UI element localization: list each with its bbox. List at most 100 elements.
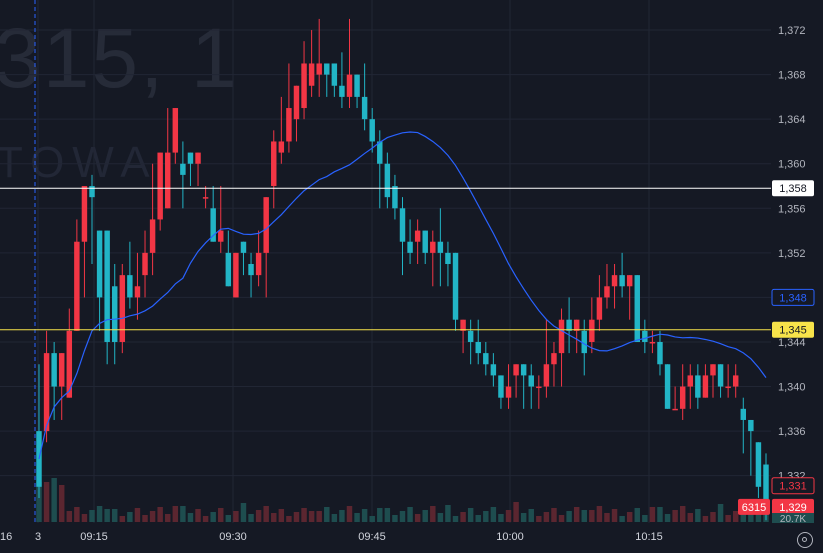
volume-bar	[225, 515, 232, 522]
candle-body	[134, 286, 141, 298]
volume-bar	[346, 506, 353, 522]
candle-body	[271, 141, 277, 187]
volume-bar	[263, 506, 269, 522]
volume-bar	[271, 513, 277, 522]
candle-body	[740, 408, 747, 420]
volume-tag	[738, 498, 770, 515]
candle-body	[430, 241, 436, 253]
candle-body	[687, 375, 693, 387]
candle-body	[498, 375, 504, 398]
candle-body	[384, 163, 391, 198]
y-tick-label: 1,340	[778, 382, 806, 394]
candle-body	[710, 364, 716, 376]
volume-bar	[392, 515, 398, 522]
candle-body	[642, 330, 648, 342]
candle-body	[248, 264, 254, 276]
x-tick-label: 10:15	[635, 531, 663, 543]
volume-bar	[483, 511, 489, 522]
candle-body	[573, 319, 580, 331]
x-tick-label: 3	[35, 531, 41, 543]
volume-bar	[422, 510, 428, 522]
candle-body	[634, 275, 640, 342]
candlesticks	[36, 18, 769, 521]
price-axis: 1,3321,3361,3401,3441,3481,3521,3561,360…	[778, 25, 806, 483]
candle-body	[354, 74, 360, 97]
volume-bar	[528, 509, 534, 522]
candle-body	[513, 364, 519, 376]
volume-bar	[596, 506, 603, 522]
volume-ma-tag	[772, 513, 814, 523]
candle-body	[377, 141, 383, 164]
candle-body	[66, 330, 73, 398]
candle-body	[619, 275, 625, 287]
volume-bar	[430, 506, 436, 522]
volume-bar	[96, 506, 103, 522]
volume-bar	[657, 507, 663, 522]
candle-body	[702, 375, 709, 398]
candle-body	[187, 152, 194, 164]
volume-bar	[331, 514, 338, 522]
candle-body	[51, 353, 57, 387]
left-edge-label: 16	[0, 531, 12, 543]
candle-body	[157, 152, 163, 220]
candle-body	[536, 386, 542, 389]
volume-ma-label: 20.7K	[780, 514, 806, 525]
volume-bar	[308, 511, 315, 522]
volume-bar	[202, 516, 209, 522]
last-price-label: 1,329	[779, 502, 807, 514]
candle-body	[180, 163, 186, 175]
candle-body	[331, 63, 338, 86]
name-watermark: TOWA	[0, 138, 158, 187]
h-line-price-label: 1,345	[779, 325, 807, 337]
candle-body	[112, 286, 118, 342]
candle-body	[149, 219, 156, 253]
volume-bar	[626, 512, 633, 522]
volume-bar	[43, 482, 50, 522]
candle-body	[763, 464, 769, 510]
volume-bar	[589, 510, 595, 522]
candle-body	[589, 319, 595, 342]
volume-bar	[475, 515, 481, 522]
candle-body	[202, 197, 209, 199]
chart-settings-icon[interactable]	[797, 532, 813, 548]
volume-bar	[119, 516, 126, 522]
volume-bar	[566, 511, 572, 522]
candle-body	[679, 386, 686, 409]
candle-body	[520, 364, 527, 376]
y-tick-label: 1,372	[778, 25, 806, 37]
h-line-price-label: 1,358	[779, 183, 807, 195]
volume-bar	[437, 513, 444, 522]
volume-bar	[702, 516, 709, 522]
volume-bar	[687, 513, 693, 522]
volume-bar	[293, 512, 300, 522]
volume-bar	[490, 507, 497, 522]
volume-bar	[520, 513, 527, 522]
volume-bar	[414, 514, 421, 522]
volume-bar	[354, 513, 360, 522]
prev-price-tag	[771, 477, 815, 495]
volume-bar	[581, 510, 587, 522]
volume-bar	[551, 508, 557, 522]
candle-body	[664, 364, 671, 409]
h-line-price-tag	[772, 180, 814, 197]
candle-body	[445, 252, 451, 264]
volume-bar	[407, 507, 413, 522]
candle-body	[369, 119, 375, 142]
candle-body	[725, 386, 731, 389]
volume-bar	[339, 510, 345, 522]
volume-bar	[36, 482, 42, 522]
volume-bar	[452, 516, 459, 522]
moving-average-line	[38, 131, 767, 460]
horizontal-lines	[0, 187, 771, 331]
h-line-price-tag	[772, 321, 814, 338]
candle-body	[233, 252, 239, 298]
y-tick-label: 1,356	[778, 203, 806, 215]
volume-bar	[377, 508, 383, 522]
candle-body	[695, 375, 701, 398]
candle-body	[293, 85, 300, 120]
candle-body	[218, 230, 224, 242]
candle-body	[165, 152, 171, 209]
volume-bar	[149, 511, 156, 522]
candle-body	[437, 241, 444, 253]
